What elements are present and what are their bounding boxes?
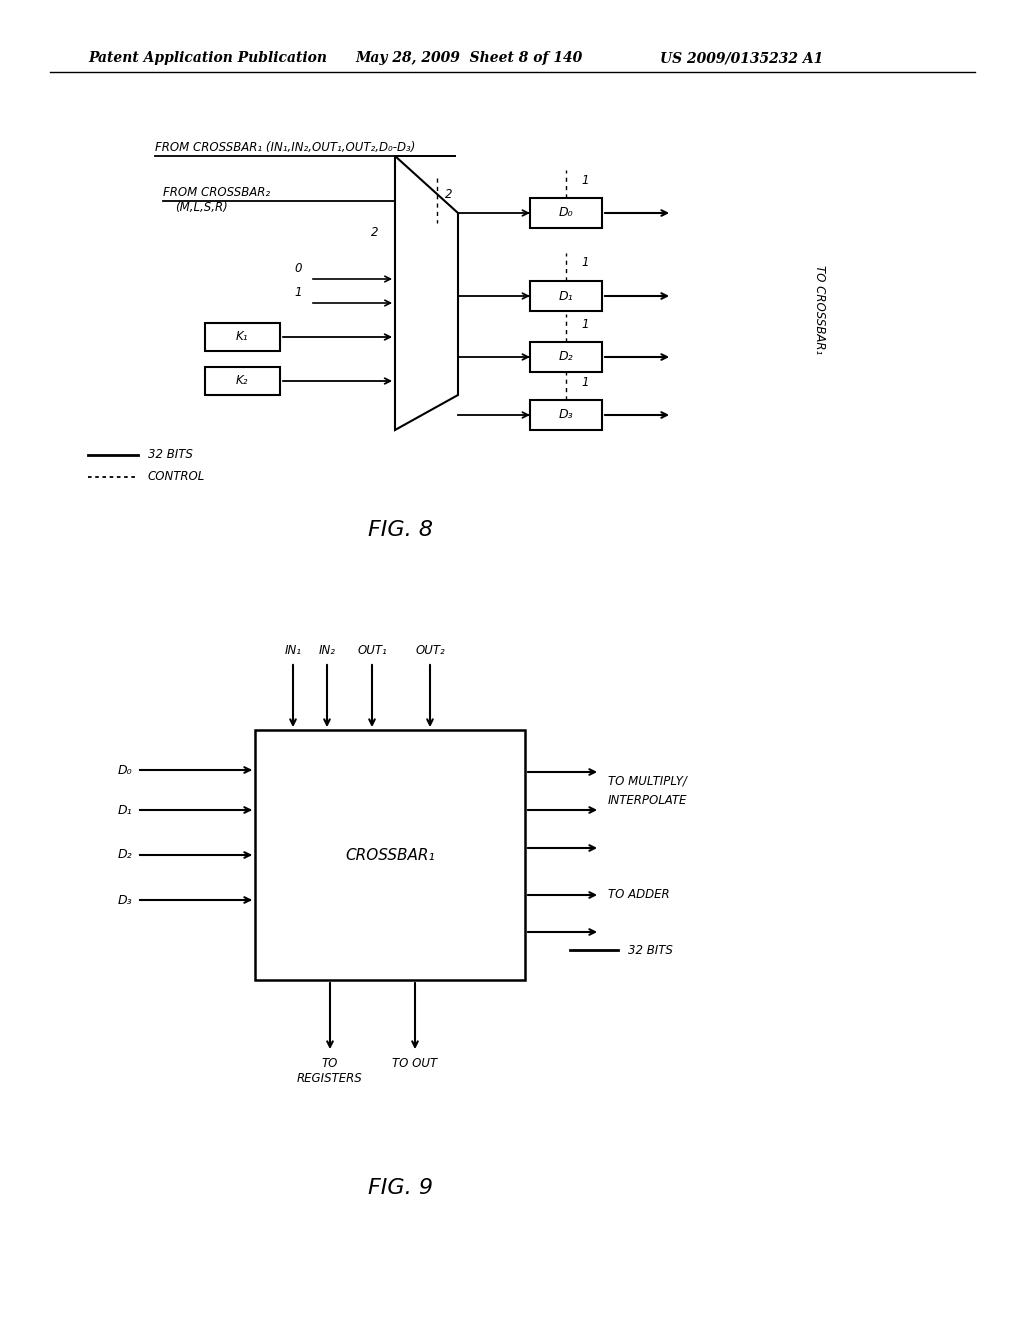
Text: 1: 1	[581, 375, 589, 388]
Text: D₂: D₂	[118, 849, 132, 862]
Text: OUT₂: OUT₂	[415, 644, 444, 657]
Text: 32 BITS: 32 BITS	[628, 944, 673, 957]
Text: 1: 1	[581, 256, 589, 269]
Text: TO ADDER: TO ADDER	[608, 888, 670, 902]
Text: TO
REGISTERS: TO REGISTERS	[297, 1057, 362, 1085]
Text: TO MULTIPLY/: TO MULTIPLY/	[608, 775, 687, 788]
Text: 0: 0	[294, 263, 302, 276]
Text: 2: 2	[372, 226, 379, 239]
Text: FROM CROSSBAR₁ (IN₁,IN₂,OUT₁,OUT₂,D₀-D₃): FROM CROSSBAR₁ (IN₁,IN₂,OUT₁,OUT₂,D₀-D₃)	[155, 141, 416, 154]
Text: TO CROSSBAR₁: TO CROSSBAR₁	[813, 265, 826, 355]
Text: IN₂: IN₂	[318, 644, 336, 657]
Text: 1: 1	[294, 286, 302, 300]
Bar	[530, 400, 602, 430]
Text: Patent Application Publication: Patent Application Publication	[88, 51, 327, 65]
Bar	[255, 730, 525, 979]
Text: K₁: K₁	[236, 330, 248, 343]
Text: FIG. 8: FIG. 8	[368, 520, 432, 540]
Text: D₂: D₂	[559, 351, 573, 363]
Text: 1: 1	[581, 318, 589, 330]
Text: US 2009/0135232 A1: US 2009/0135232 A1	[660, 51, 823, 65]
Text: CROSSBAR₁: CROSSBAR₁	[345, 847, 435, 862]
Text: K₂: K₂	[236, 375, 248, 388]
Text: D₀: D₀	[118, 763, 132, 776]
Text: D₁: D₁	[118, 804, 132, 817]
Text: FROM CROSSBAR₂: FROM CROSSBAR₂	[163, 186, 270, 199]
Bar	[530, 198, 602, 228]
Bar	[530, 281, 602, 312]
Text: 2: 2	[444, 189, 453, 202]
Text: D₁: D₁	[559, 289, 573, 302]
Text: 1: 1	[581, 173, 589, 186]
Text: IN₁: IN₁	[285, 644, 301, 657]
Bar	[205, 323, 280, 351]
Text: D₃: D₃	[559, 408, 573, 421]
Text: D₀: D₀	[559, 206, 573, 219]
Text: CONTROL: CONTROL	[148, 470, 205, 483]
Text: INTERPOLATE: INTERPOLATE	[608, 793, 687, 807]
Bar	[530, 342, 602, 372]
Text: (M,L,S,R): (M,L,S,R)	[175, 202, 227, 214]
Bar	[205, 367, 280, 395]
Text: TO OUT: TO OUT	[392, 1057, 437, 1071]
Text: 32 BITS: 32 BITS	[148, 449, 193, 462]
Text: OUT₁: OUT₁	[357, 644, 387, 657]
Text: D₃: D₃	[118, 894, 132, 907]
Text: FIG. 9: FIG. 9	[368, 1177, 432, 1199]
Text: May 28, 2009  Sheet 8 of 140: May 28, 2009 Sheet 8 of 140	[355, 51, 583, 65]
